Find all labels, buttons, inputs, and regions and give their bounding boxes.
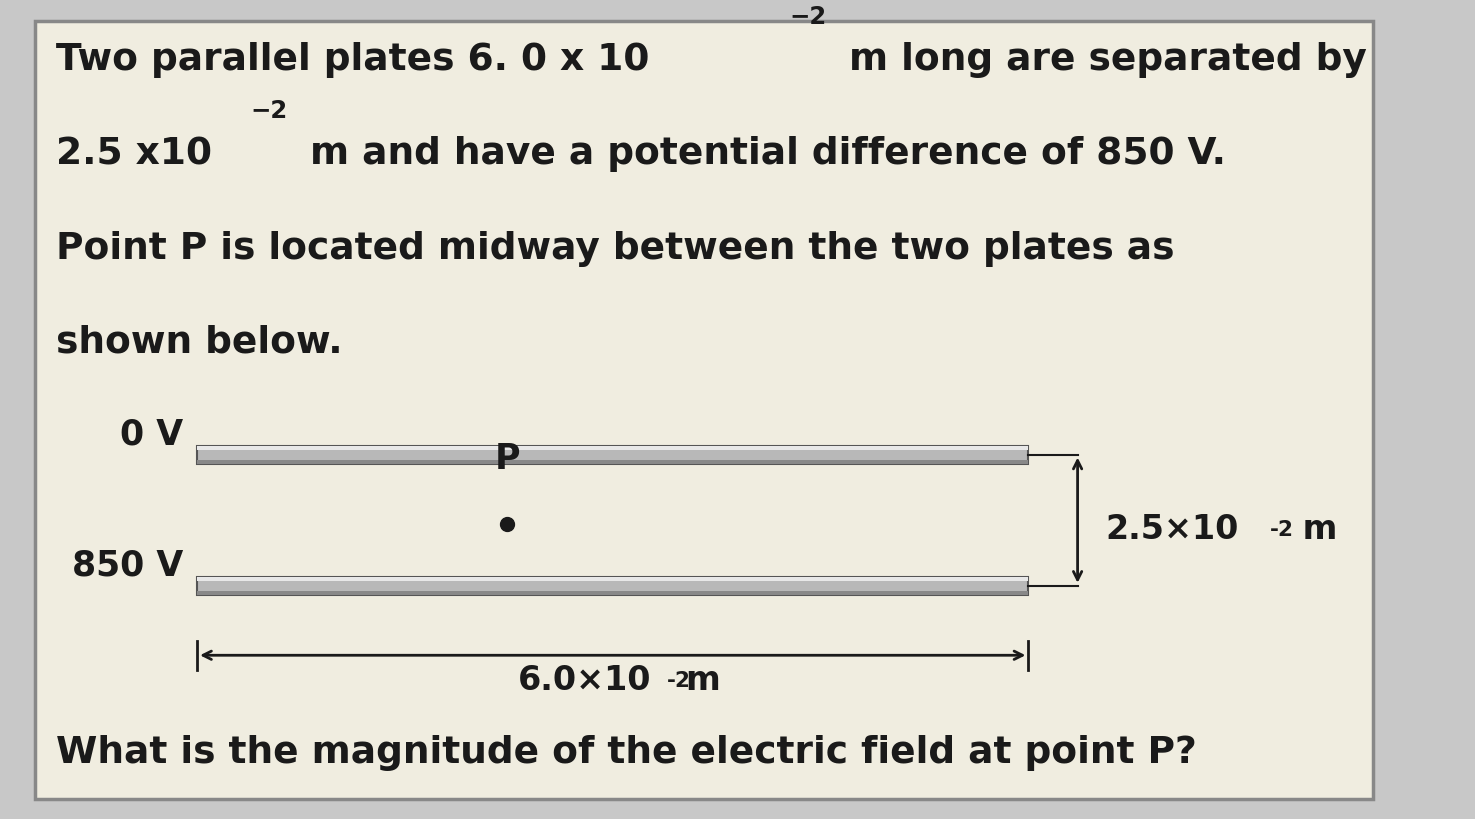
Bar: [198, 446, 1028, 464]
Text: shown below.: shown below.: [56, 324, 344, 360]
Bar: [198, 577, 1028, 595]
Text: m long are separated by: m long are separated by: [836, 43, 1367, 78]
Text: m: m: [1291, 513, 1338, 545]
Text: −2: −2: [789, 5, 826, 29]
Bar: [198, 461, 1028, 464]
Bar: [198, 577, 1028, 581]
Text: Point P is located midway between the two plates as: Point P is located midway between the tw…: [56, 230, 1176, 266]
Text: -2: -2: [1270, 519, 1294, 539]
Text: P: P: [494, 441, 519, 476]
Bar: [198, 446, 1028, 450]
Text: −2: −2: [249, 99, 288, 123]
Text: m and have a potential difference of 850 V.: m and have a potential difference of 850…: [298, 136, 1226, 172]
FancyBboxPatch shape: [35, 22, 1373, 799]
Bar: [198, 591, 1028, 595]
Text: 850 V: 850 V: [72, 548, 183, 581]
Text: 2.5×10: 2.5×10: [1106, 513, 1239, 545]
Text: What is the magnitude of the electric field at point P?: What is the magnitude of the electric fi…: [56, 734, 1198, 770]
Text: Two parallel plates 6. 0 x 10: Two parallel plates 6. 0 x 10: [56, 43, 649, 78]
Text: 0 V: 0 V: [119, 417, 183, 451]
Text: m: m: [686, 663, 720, 697]
Text: 6.0×10: 6.0×10: [518, 663, 652, 697]
Text: -2: -2: [667, 670, 690, 690]
Text: 2.5 x10: 2.5 x10: [56, 136, 212, 172]
